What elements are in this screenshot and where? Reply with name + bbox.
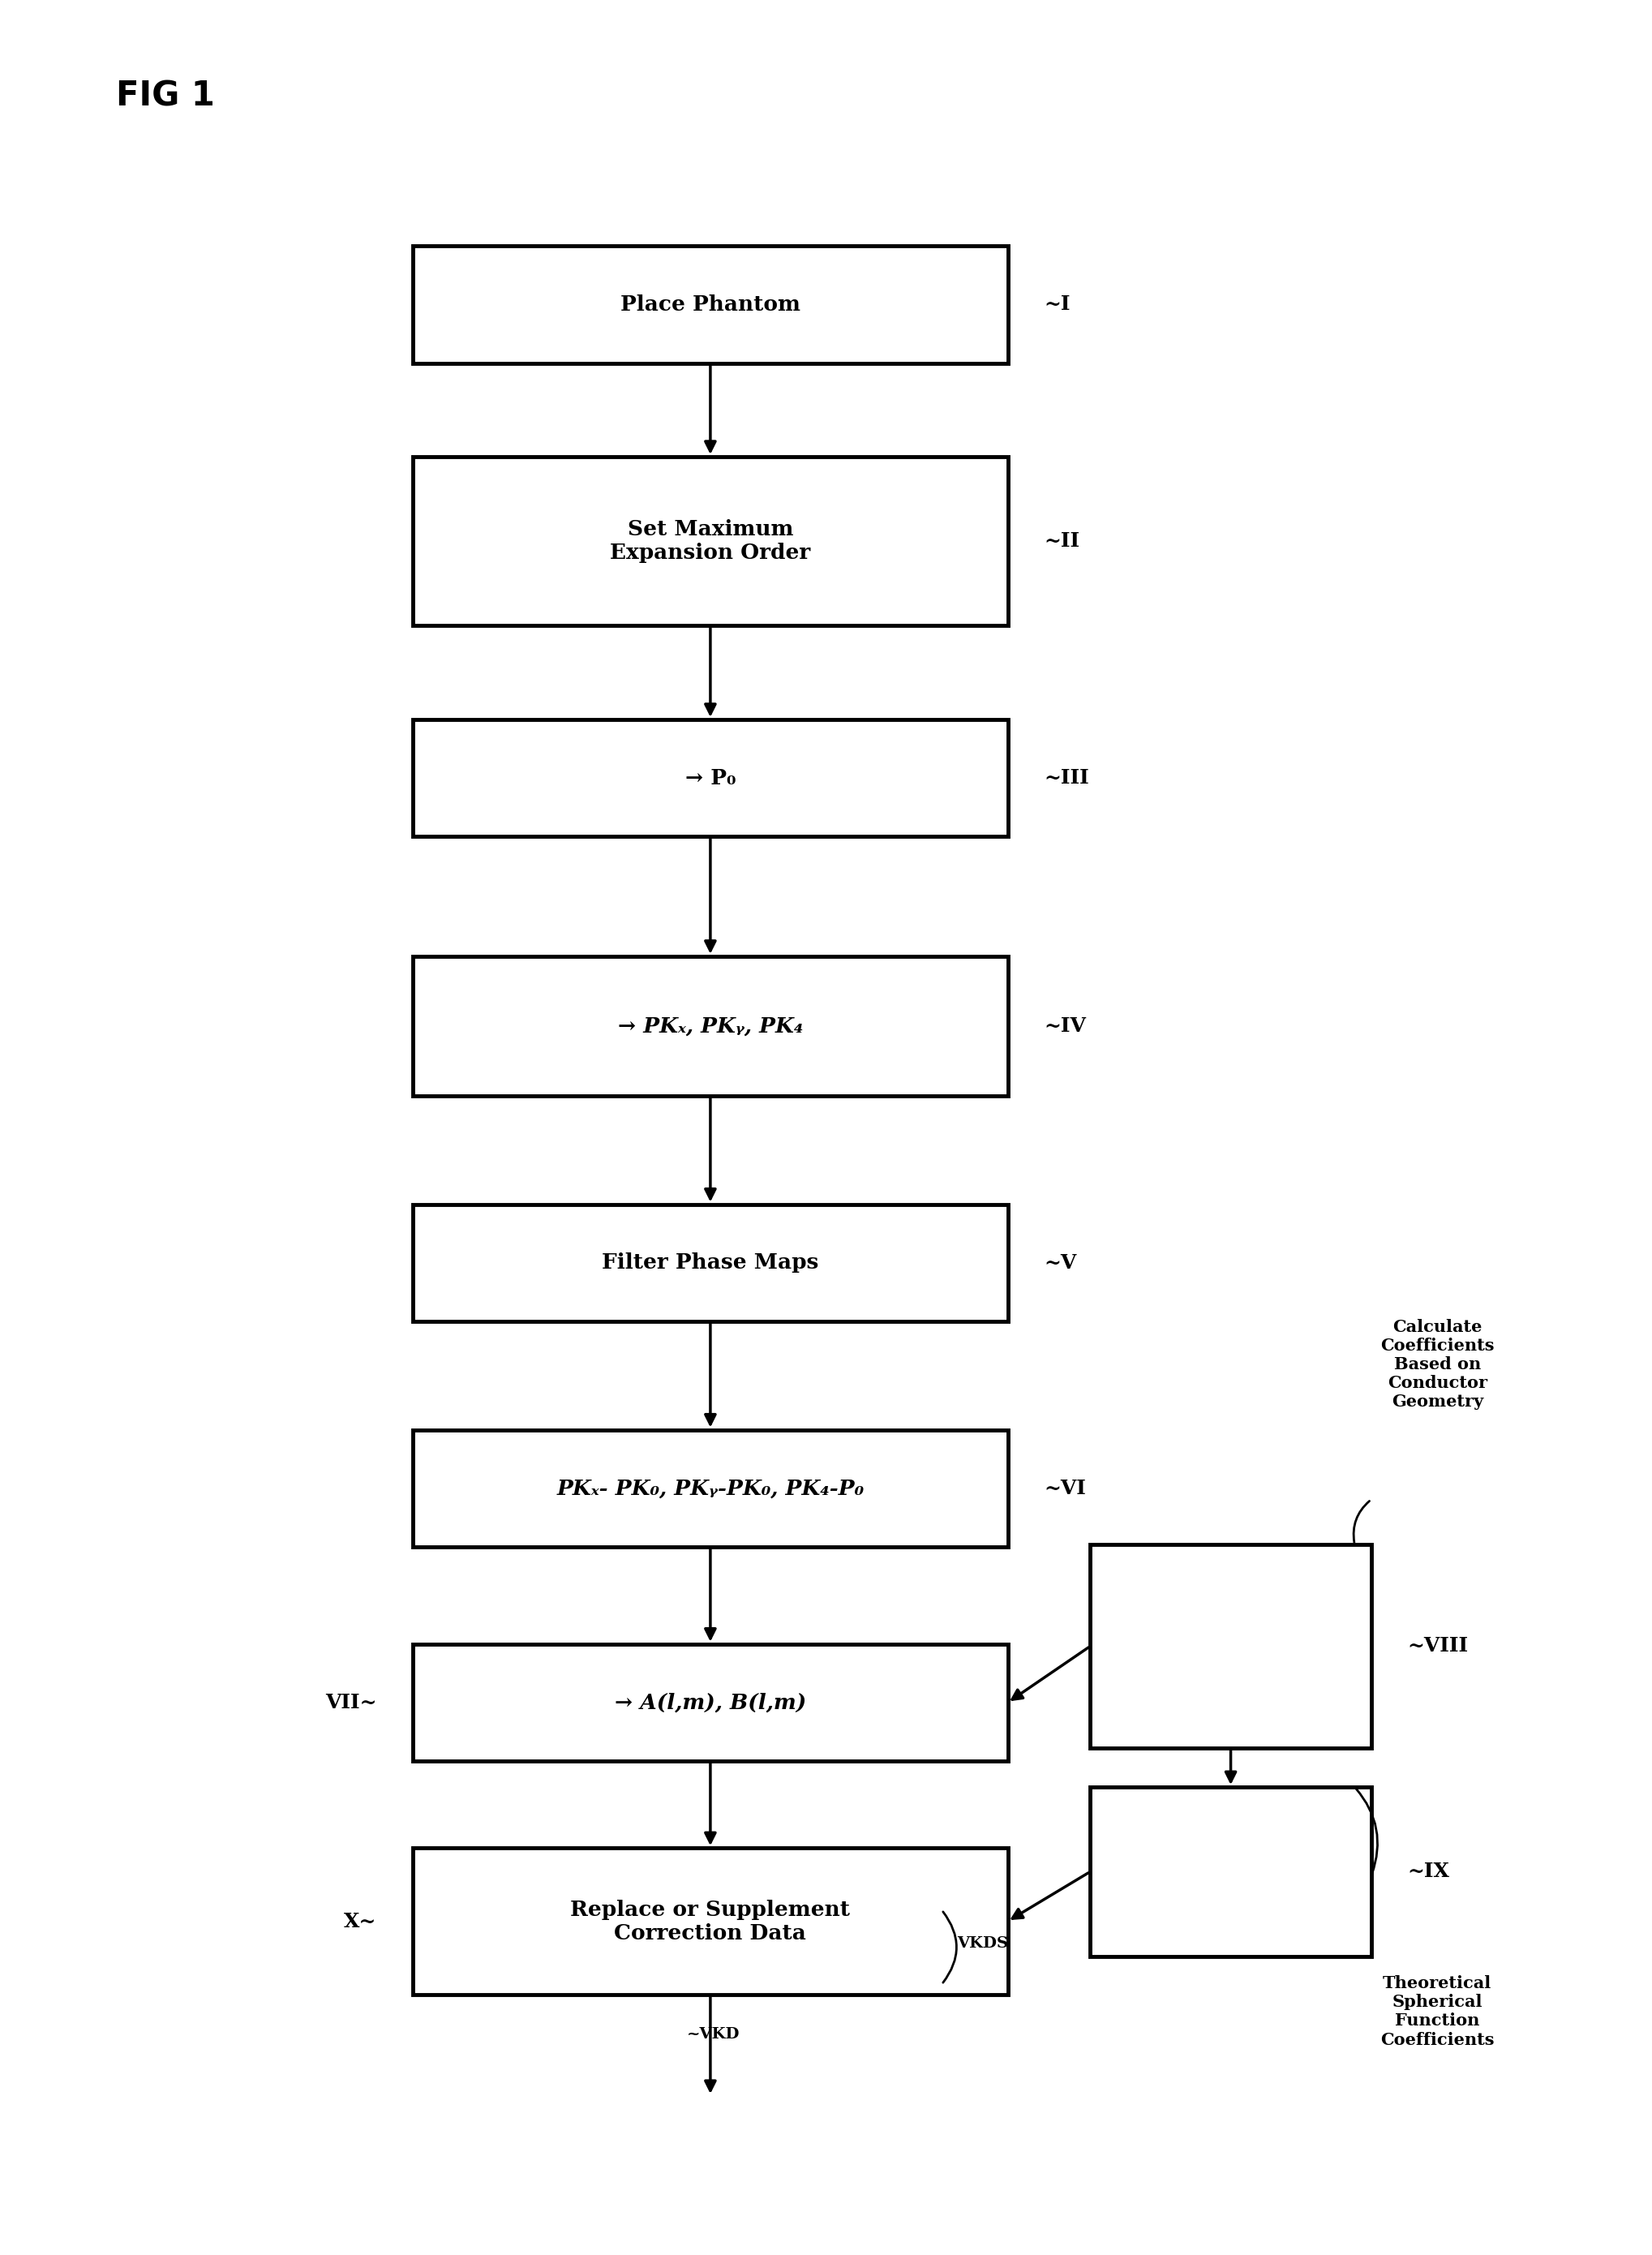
Bar: [413, 1204, 1008, 1321]
Text: Theoretical
Spherical
Function
Coefficients: Theoretical Spherical Function Coefficie…: [1381, 1975, 1493, 2048]
Text: ~VI: ~VI: [1044, 1479, 1085, 1497]
Text: ~IX: ~IX: [1408, 1863, 1450, 1881]
Text: ~IV: ~IV: [1044, 1017, 1085, 1035]
Text: VII~: VII~: [325, 1694, 377, 1712]
Text: ~I: ~I: [1044, 295, 1070, 313]
Text: ~VIII: ~VIII: [1408, 1637, 1469, 1655]
Text: → P₀: → P₀: [686, 769, 735, 787]
Text: → A(l,m), B(l,m): → A(l,m), B(l,m): [615, 1694, 806, 1712]
Text: Filter Phase Maps: Filter Phase Maps: [601, 1254, 819, 1272]
Bar: [413, 458, 1008, 627]
Bar: [413, 956, 1008, 1096]
Text: Set Maximum
Expansion Order: Set Maximum Expansion Order: [610, 519, 811, 564]
Bar: [1090, 1786, 1371, 1957]
Text: PKₓ- PK₀, PKᵧ-PK₀, PK₄-P₀: PKₓ- PK₀, PKᵧ-PK₀, PK₄-P₀: [557, 1479, 864, 1497]
Bar: [413, 1430, 1008, 1547]
Text: → PKₓ, PKᵧ, PK₄: → PKₓ, PKᵧ, PK₄: [618, 1017, 803, 1035]
Text: ~V: ~V: [1044, 1254, 1077, 1272]
Bar: [413, 246, 1008, 363]
Text: ~II: ~II: [1044, 532, 1080, 550]
Text: ~VKD: ~VKD: [687, 2027, 740, 2041]
Bar: [413, 1849, 1008, 1996]
Text: Calculate
Coefficients
Based on
Conductor
Geometry: Calculate Coefficients Based on Conducto…: [1381, 1319, 1493, 1409]
Text: Place Phantom: Place Phantom: [621, 295, 800, 313]
Text: X~: X~: [344, 1912, 377, 1930]
Bar: [1090, 1545, 1371, 1748]
Text: ~III: ~III: [1044, 769, 1089, 787]
Text: FIG 1: FIG 1: [116, 79, 215, 113]
Bar: [413, 1644, 1008, 1761]
Text: Replace or Supplement
Correction Data: Replace or Supplement Correction Data: [570, 1899, 851, 1944]
Text: VKDS: VKDS: [958, 1937, 1008, 1951]
Bar: [413, 719, 1008, 837]
